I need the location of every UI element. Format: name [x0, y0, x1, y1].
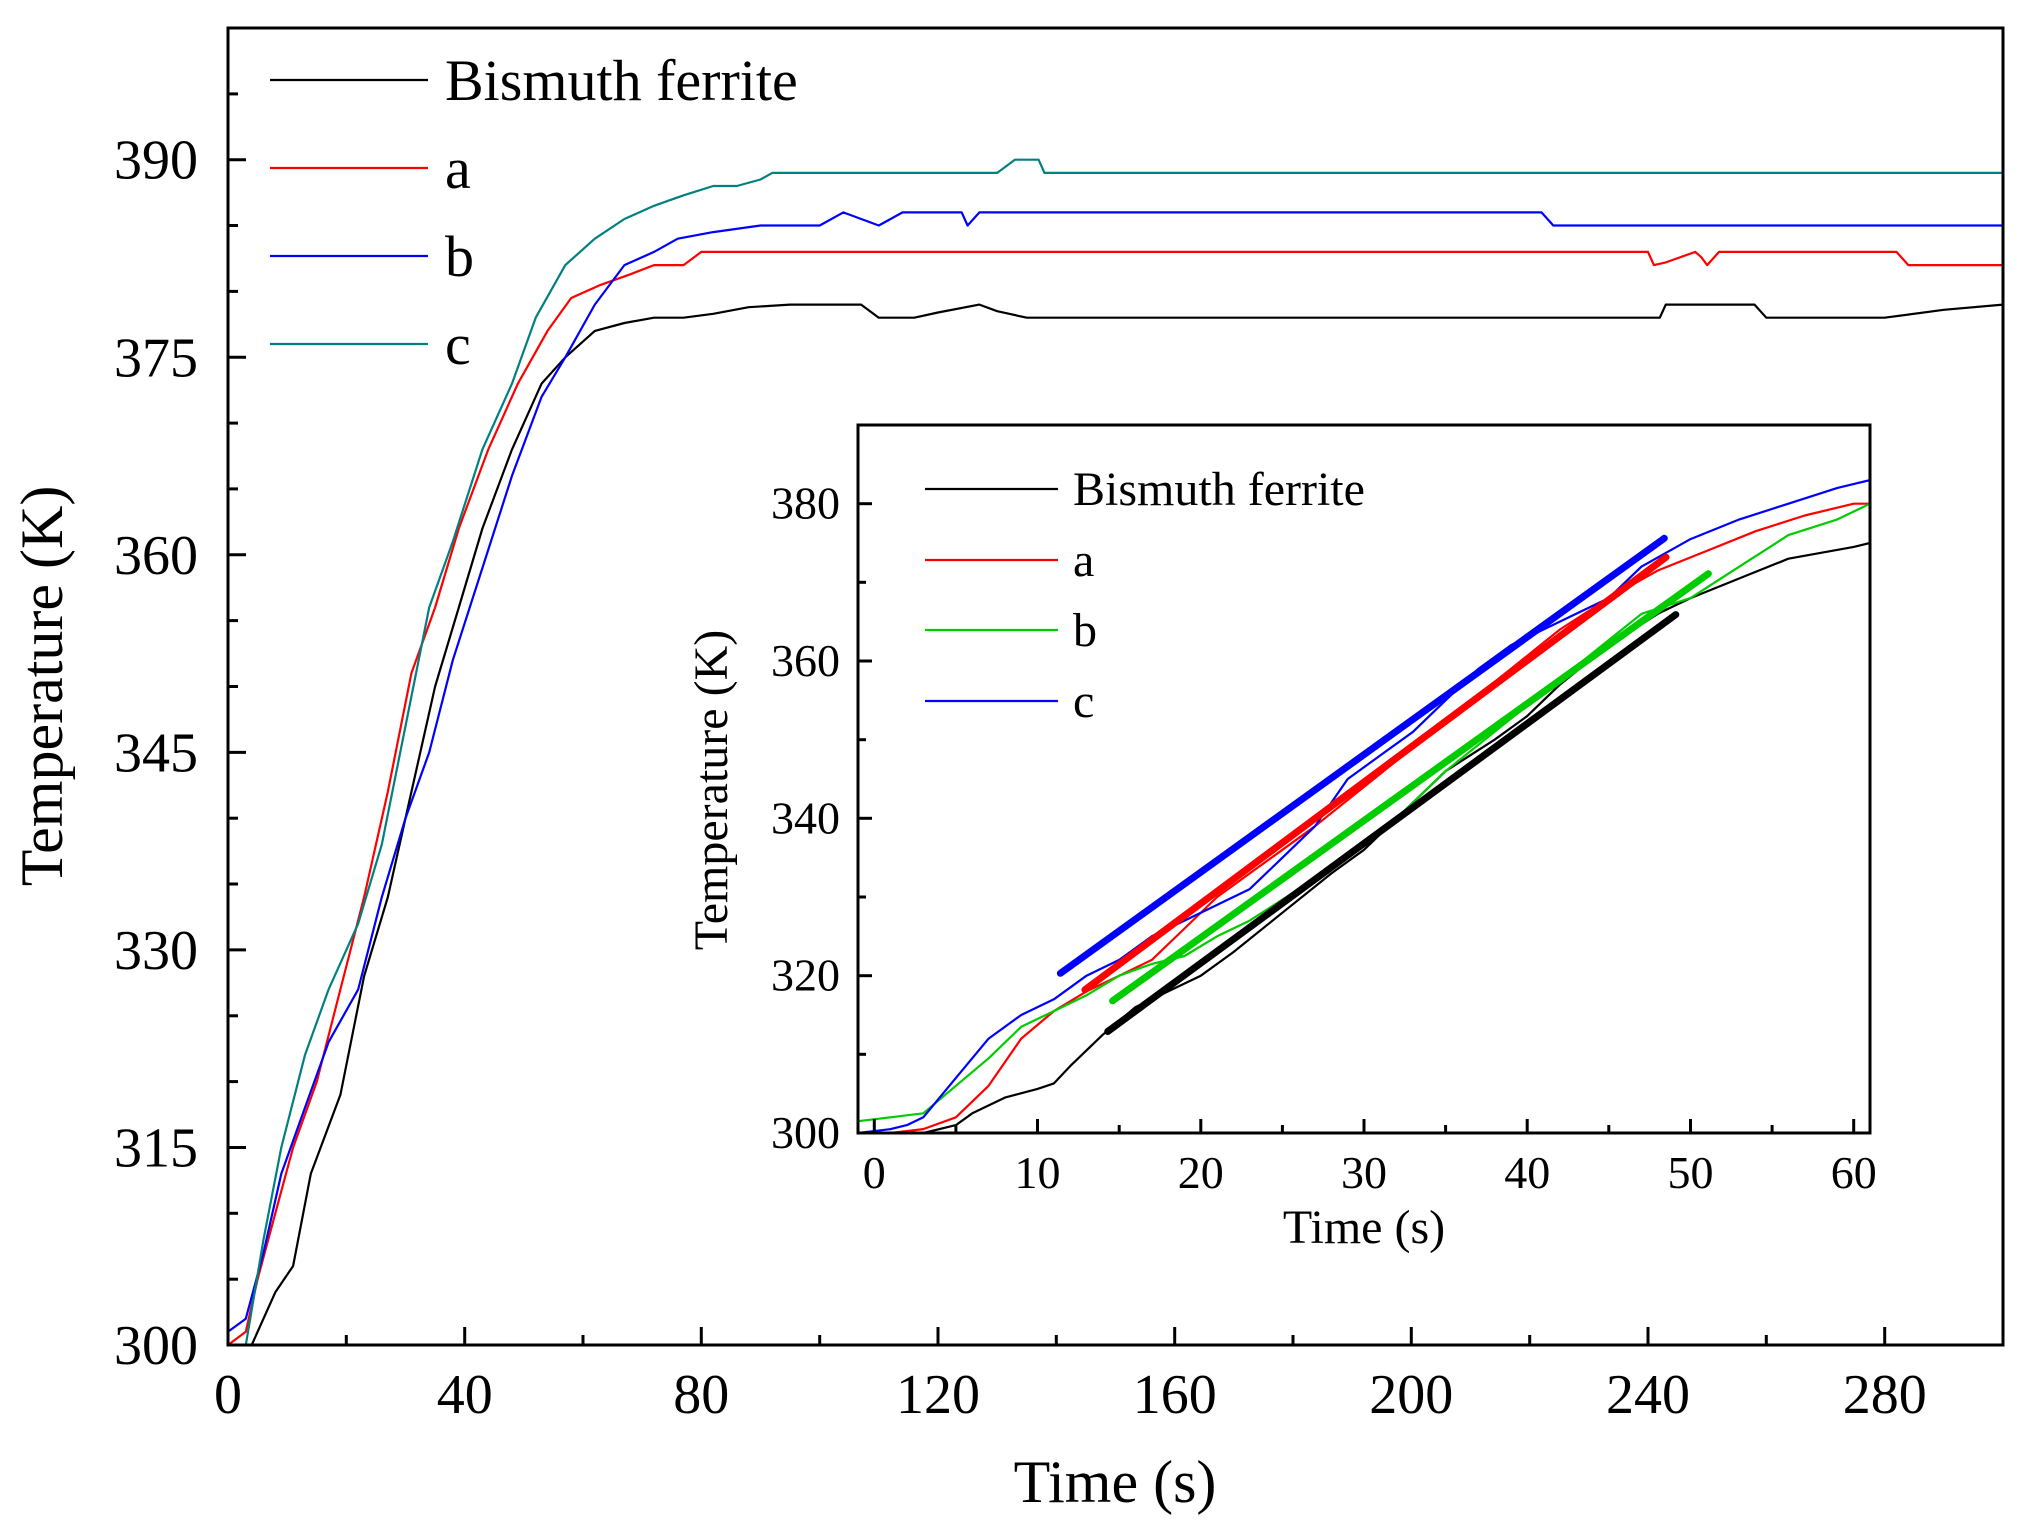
main-y-tick-label: 345	[114, 722, 198, 784]
main-series-line-c	[228, 158, 2003, 1345]
main-y-axis-title: Temperature (K)	[9, 486, 75, 887]
inset-chart: 0 10 20 30 40 50 60 300 320 340 360 380 Time (s) Te…	[685, 423, 1877, 1254]
inset-fit-line-a-fit	[1081, 553, 1670, 994]
main-y-tick-label: 300	[114, 1315, 198, 1377]
main-ticks: 0 40 80 120 160 200 240 28030031533034536037539…	[114, 26, 2005, 1426]
inset-x-axis-title: Time (s)	[1283, 1201, 1445, 1254]
main-chart: 0 40 80 120 160 200 240 28030031533034536037539…	[9, 26, 2005, 1515]
main-series-group	[228, 158, 2003, 1345]
inset-legend: Bismuth ferrite a b c	[925, 463, 1365, 728]
main-x-tick-label: 160	[1133, 1364, 1217, 1426]
inset-x-tick-label: 20	[1178, 1147, 1224, 1198]
inset-legend-label-c: c	[1073, 675, 1094, 728]
inset-x-tick-label: 40	[1504, 1147, 1550, 1198]
main-y-tick-label: 315	[114, 1118, 198, 1180]
inset-y-tick-label: 380	[771, 478, 840, 529]
main-series-line-bismuth-ferrite	[228, 303, 2003, 1345]
main-x-tick-label: 200	[1369, 1364, 1453, 1426]
inset-x-tick-label: 30	[1341, 1147, 1387, 1198]
inset-legend-label-bismuth-ferrite: Bismuth ferrite	[1073, 463, 1365, 516]
main-series-line-b	[228, 211, 2003, 1333]
main-x-tick-label: 80	[673, 1364, 729, 1426]
main-x-tick-label: 0	[214, 1364, 242, 1426]
inset-series-line-bismuth-ferrite	[858, 541, 1870, 1133]
inset-fit-line-bismuth-ferrite-fit	[1104, 611, 1680, 1035]
inset-series-group	[858, 479, 1870, 1133]
main-x-tick-label: 120	[896, 1364, 980, 1426]
inset-y-tick-label: 360	[771, 635, 840, 686]
main-legend-label-c: c	[445, 312, 471, 377]
inset-fit-lines-group	[1056, 534, 1712, 1035]
main-y-tick-label: 330	[114, 920, 198, 982]
main-y-tick-label: 390	[114, 130, 198, 192]
inset-fit-line-b-fit	[1109, 570, 1712, 1005]
main-y-tick-label: 360	[114, 525, 198, 587]
inset-x-tick-label: 50	[1668, 1147, 1714, 1198]
inset-y-axis-title: Temperature (K)	[685, 630, 738, 950]
inset-x-tick-label: 60	[1831, 1147, 1877, 1198]
inset-legend-label-a: a	[1073, 534, 1094, 587]
main-legend: Bismuth ferrite a b c	[270, 48, 798, 377]
main-x-axis-title: Time (s)	[1014, 1449, 1217, 1515]
inset-ticks: 0 10 20 30 40 50 60 300 320 340 360 380	[771, 423, 1877, 1198]
main-legend-label-a: a	[445, 136, 471, 201]
main-x-tick-label: 280	[1843, 1364, 1927, 1426]
inset-series-line-a	[858, 502, 1870, 1133]
inset-x-tick-label: 10	[1015, 1147, 1061, 1198]
inset-legend-label-b: b	[1073, 604, 1097, 657]
main-x-tick-label: 240	[1606, 1364, 1690, 1426]
inset-series-line-c	[858, 479, 1870, 1133]
inset-fit-line-c-fit	[1056, 534, 1668, 977]
main-legend-label-b: b	[445, 224, 474, 289]
inset-series-line-b	[858, 502, 1870, 1123]
main-y-tick-label: 375	[114, 327, 198, 389]
main-x-tick-label: 40	[437, 1364, 493, 1426]
inset-y-tick-label: 300	[771, 1107, 840, 1158]
inset-y-tick-label: 320	[771, 950, 840, 1001]
main-series-line-a	[228, 250, 2003, 1345]
inset-y-tick-label: 340	[771, 792, 840, 843]
main-legend-label-bismuth-ferrite: Bismuth ferrite	[445, 48, 798, 113]
inset-x-tick-label: 0	[863, 1147, 886, 1198]
